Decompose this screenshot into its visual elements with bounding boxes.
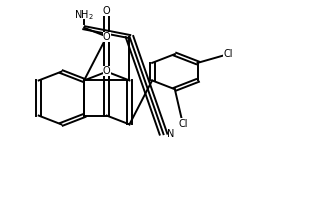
Text: NH$_2$: NH$_2$ [74, 8, 94, 22]
Text: Cl: Cl [224, 49, 233, 59]
Text: Cl: Cl [178, 119, 188, 129]
Text: O: O [103, 31, 111, 42]
Text: O: O [103, 66, 111, 76]
Text: O: O [103, 6, 111, 16]
Text: N: N [167, 129, 174, 139]
